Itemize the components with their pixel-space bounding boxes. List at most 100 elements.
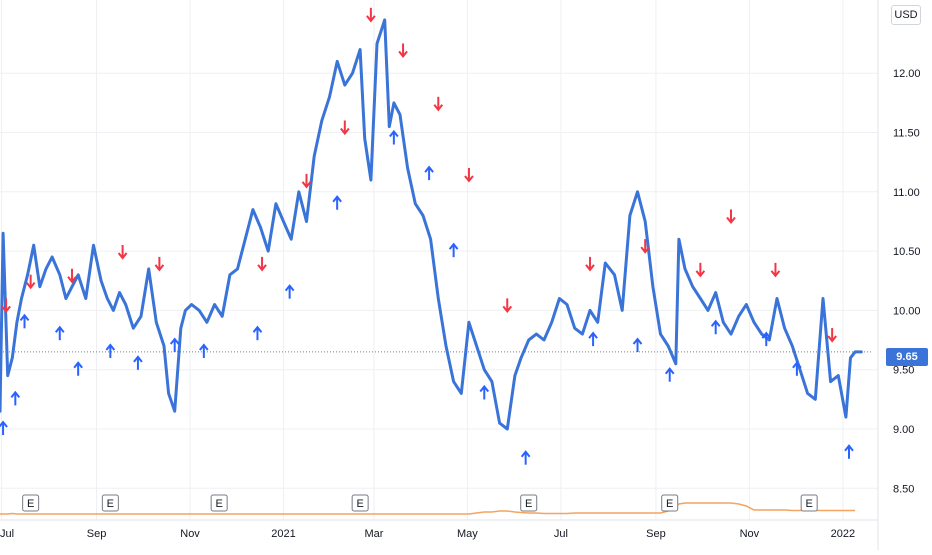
y-tick-label: 9.00 (893, 424, 914, 436)
sell-arrow-head (398, 50, 408, 59)
x-tick-label: Mar (364, 528, 383, 540)
sell-signal-arrow (827, 328, 837, 343)
earnings-marker-label: E (215, 498, 222, 510)
sell-signal-arrow (464, 167, 474, 183)
earnings-marker (22, 494, 40, 512)
buy-arrow-head (54, 325, 65, 333)
signal-markers (0, 7, 854, 465)
buy-arrow-head (73, 361, 83, 369)
buy-arrow-head (19, 313, 30, 321)
buy-signal-arrow (520, 450, 531, 465)
sell-signal-arrow (640, 239, 650, 254)
x-tick-label: Jul (0, 528, 14, 540)
y-axis[interactable]: 8.50 9.00 9.50 10.00 10.50 11.00 11.50 12.00 (893, 68, 921, 495)
buy-signal-arrow (73, 361, 83, 376)
earnings-marker (210, 494, 228, 512)
buy-arrow-head (105, 343, 116, 351)
sell-arrow-head (25, 282, 36, 290)
x-tick-label: Nov (740, 528, 760, 540)
sell-arrow-head (640, 246, 650, 254)
buy-arrow-head (284, 284, 295, 292)
sell-signal-arrow (67, 268, 77, 284)
buy-arrow-head (424, 165, 434, 173)
buy-signal-arrow (199, 343, 209, 358)
y-tick-label: 9.50 (893, 365, 914, 377)
sell-signal-arrow (154, 256, 165, 272)
buy-arrow-head (761, 331, 772, 339)
sell-signal-arrow (502, 298, 513, 314)
earnings-marker (661, 494, 679, 512)
x-tick-label: May (457, 528, 478, 540)
buy-signal-arrow (332, 195, 342, 210)
sell-signal-arrow (695, 262, 706, 278)
buy-signal-arrow (479, 384, 490, 400)
sell-arrow-head (502, 305, 513, 314)
sell-signal-arrow (770, 262, 781, 278)
buy-arrow-head (664, 367, 675, 375)
sell-signal-arrow (366, 7, 376, 23)
volume-line (0, 502, 856, 515)
sell-arrow-head (257, 264, 267, 272)
buy-signal-arrow (389, 129, 399, 145)
y-tick-label: 10.50 (893, 246, 921, 258)
x-tick-label: Sep (646, 528, 666, 540)
sell-signal-arrow (257, 256, 267, 272)
x-axis[interactable]: Jul Sep Nov 2021 Mar May Jul Sep Nov 2022 (0, 528, 855, 540)
sell-signal-arrow (1, 298, 11, 314)
buy-arrow-head (792, 361, 802, 369)
buy-signal-arrow (54, 325, 65, 341)
sell-signal-arrow (117, 245, 128, 260)
buy-arrow-head (520, 450, 531, 458)
earnings-marker-label: E (107, 498, 114, 510)
earnings-marker-label: E (666, 498, 673, 510)
sell-arrow-head (770, 270, 781, 278)
y-tick-label: 11.00 (893, 187, 920, 199)
volume-series (0, 502, 856, 515)
sell-signal-arrow (726, 209, 736, 225)
x-tick-label: 2022 (831, 528, 855, 540)
buy-signal-arrow (588, 331, 598, 347)
buy-arrow-head (133, 355, 143, 363)
buy-signal-arrow (284, 284, 295, 299)
currency-button[interactable]: USD (891, 5, 921, 25)
y-tick-label: 10.00 (893, 305, 921, 317)
sell-arrow-head (366, 15, 376, 23)
buy-signal-arrow (664, 367, 675, 382)
buy-signal-arrow (710, 319, 721, 335)
sell-signal-arrow (433, 96, 444, 112)
sell-arrow-head (154, 264, 165, 272)
buy-arrow-head (389, 129, 399, 138)
x-tick-label: Sep (87, 528, 107, 540)
last-price-tag: 9.65 (886, 348, 928, 366)
buy-signal-arrow (761, 331, 772, 347)
sell-signal-arrow (340, 120, 350, 136)
sell-signal-arrow (585, 256, 595, 272)
buy-signal-arrow (844, 444, 854, 459)
buy-signal-arrow (448, 242, 459, 258)
earnings-marker-label: E (356, 498, 363, 510)
buy-arrow-head (252, 325, 263, 333)
sell-arrow-head (433, 104, 444, 112)
grid (0, 0, 878, 520)
x-tick-label: Jul (554, 528, 568, 540)
earnings-marker (101, 494, 119, 512)
sell-signal-arrow (25, 274, 36, 290)
buy-arrow-head (479, 384, 490, 393)
y-tick-label: 11.50 (893, 128, 920, 140)
earnings-marker (351, 494, 369, 512)
buy-signal-arrow (10, 390, 21, 406)
buy-arrow-head (10, 390, 21, 399)
x-tick-label: 2021 (271, 528, 295, 540)
buy-arrow-head (632, 337, 643, 345)
sell-arrow-head (117, 252, 128, 260)
buy-signal-arrow (632, 337, 643, 353)
sell-arrow-head (695, 270, 706, 278)
earnings-marker (520, 494, 538, 512)
sell-arrow-head (726, 216, 736, 225)
y-tick-label: 12.00 (893, 68, 921, 80)
buy-arrow-head (0, 420, 8, 428)
earnings-marker-label: E (805, 498, 812, 510)
price-line (0, 18, 863, 431)
